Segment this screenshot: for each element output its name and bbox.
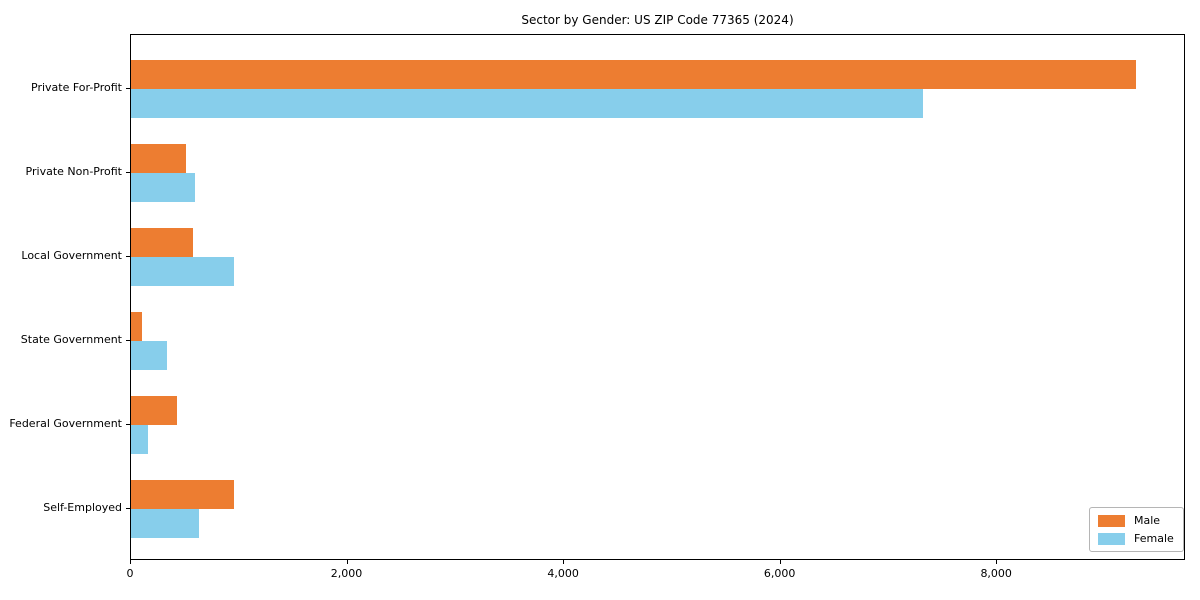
bar-male-1 xyxy=(131,60,1136,89)
x-tick-mark xyxy=(996,560,998,564)
bar-female-6 xyxy=(131,509,200,538)
bar-male-6 xyxy=(131,480,235,509)
y-tick-mark xyxy=(126,508,130,509)
bar-female-5 xyxy=(131,425,149,454)
legend-item-male: Male xyxy=(1098,514,1174,527)
x-tick-mark xyxy=(130,560,131,564)
y-tick-mark xyxy=(126,256,130,257)
plot-area xyxy=(130,34,1185,560)
x-tick-label: 2,000 xyxy=(330,567,363,580)
y-tick-label: Private For-Profit xyxy=(31,81,122,94)
y-tick-label: Private Non-Profit xyxy=(25,165,122,178)
bar-male-4 xyxy=(131,312,142,341)
bar-female-2 xyxy=(131,173,195,202)
x-tick-mark xyxy=(563,560,565,564)
y-tick-label: Self-Employed xyxy=(43,501,122,514)
y-tick-mark xyxy=(126,340,130,341)
legend: Male Female xyxy=(1089,507,1184,552)
bar-female-3 xyxy=(131,257,234,286)
x-tick-label: 6,000 xyxy=(763,567,796,580)
y-tick-mark xyxy=(126,424,130,425)
x-tick-label: 0 xyxy=(126,567,134,580)
legend-label-male: Male xyxy=(1134,514,1161,527)
bar-male-5 xyxy=(131,396,177,425)
y-tick-mark xyxy=(126,88,130,89)
bar-male-2 xyxy=(131,144,187,173)
bar-female-1 xyxy=(131,89,923,118)
y-tick-label: Local Government xyxy=(21,249,122,262)
bar-male-3 xyxy=(131,228,193,257)
legend-label-female: Female xyxy=(1134,532,1174,545)
x-tick-mark xyxy=(346,560,348,564)
x-tick-mark xyxy=(779,560,781,564)
legend-swatch-male xyxy=(1098,514,1125,527)
x-tick-label: 8,000 xyxy=(980,567,1012,580)
legend-item-female: Female xyxy=(1098,532,1174,545)
legend-swatch-female xyxy=(1098,532,1125,545)
y-tick-label: State Government xyxy=(20,333,122,346)
y-tick-mark xyxy=(126,172,130,173)
x-tick-label: 4,000 xyxy=(547,567,579,580)
chart-title: Sector by Gender: US ZIP Code 77365 (202… xyxy=(521,13,794,27)
bar-female-4 xyxy=(131,341,167,370)
y-tick-label: Federal Government xyxy=(9,417,122,430)
